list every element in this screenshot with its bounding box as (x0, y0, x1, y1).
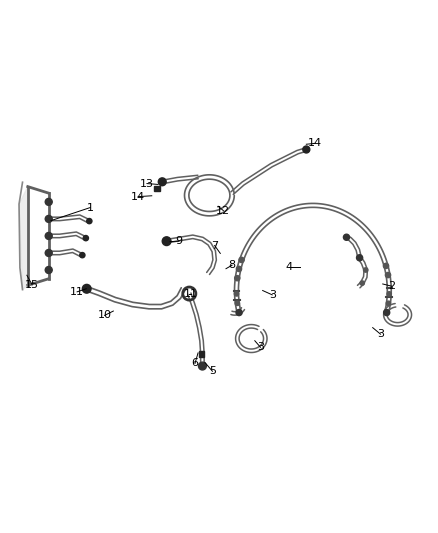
Circle shape (87, 219, 92, 224)
Circle shape (158, 178, 166, 185)
Circle shape (383, 263, 389, 269)
Circle shape (45, 198, 52, 205)
Circle shape (385, 272, 391, 278)
Text: 14: 14 (131, 192, 145, 201)
Text: 3: 3 (257, 342, 264, 352)
Circle shape (343, 234, 350, 240)
Circle shape (236, 310, 242, 316)
Circle shape (198, 362, 206, 370)
Text: 15: 15 (25, 280, 39, 290)
Circle shape (162, 237, 171, 246)
Text: 14: 14 (308, 139, 322, 148)
Bar (199, 351, 205, 357)
Text: 7: 7 (211, 240, 218, 251)
Circle shape (387, 292, 392, 296)
Circle shape (83, 236, 88, 241)
Text: 3: 3 (269, 290, 276, 300)
Circle shape (384, 310, 390, 316)
Text: 2: 2 (388, 281, 395, 291)
Text: 4: 4 (285, 262, 293, 271)
Text: 11: 11 (184, 288, 198, 298)
Circle shape (386, 301, 391, 305)
Circle shape (237, 266, 242, 271)
Text: 8: 8 (229, 260, 236, 270)
Text: 12: 12 (216, 206, 230, 216)
Circle shape (357, 255, 363, 261)
Text: 10: 10 (98, 310, 112, 320)
Circle shape (357, 256, 362, 260)
Bar (154, 186, 159, 191)
Circle shape (360, 281, 364, 285)
Circle shape (235, 276, 240, 281)
Text: 11: 11 (70, 287, 84, 297)
Text: 6: 6 (191, 358, 198, 368)
Circle shape (239, 257, 244, 263)
Text: 13: 13 (140, 179, 154, 189)
Circle shape (45, 232, 52, 239)
Circle shape (303, 146, 310, 153)
Polygon shape (19, 187, 28, 289)
Circle shape (80, 253, 85, 258)
Circle shape (45, 266, 52, 273)
Circle shape (45, 249, 52, 256)
Circle shape (45, 215, 52, 222)
Circle shape (237, 310, 241, 314)
Text: 1: 1 (87, 203, 94, 213)
Circle shape (364, 268, 368, 272)
Text: 3: 3 (377, 329, 384, 339)
Circle shape (235, 301, 240, 305)
Circle shape (234, 292, 239, 296)
Circle shape (82, 285, 91, 293)
Circle shape (385, 310, 389, 314)
Text: 5: 5 (209, 366, 216, 376)
Text: 9: 9 (175, 236, 182, 246)
